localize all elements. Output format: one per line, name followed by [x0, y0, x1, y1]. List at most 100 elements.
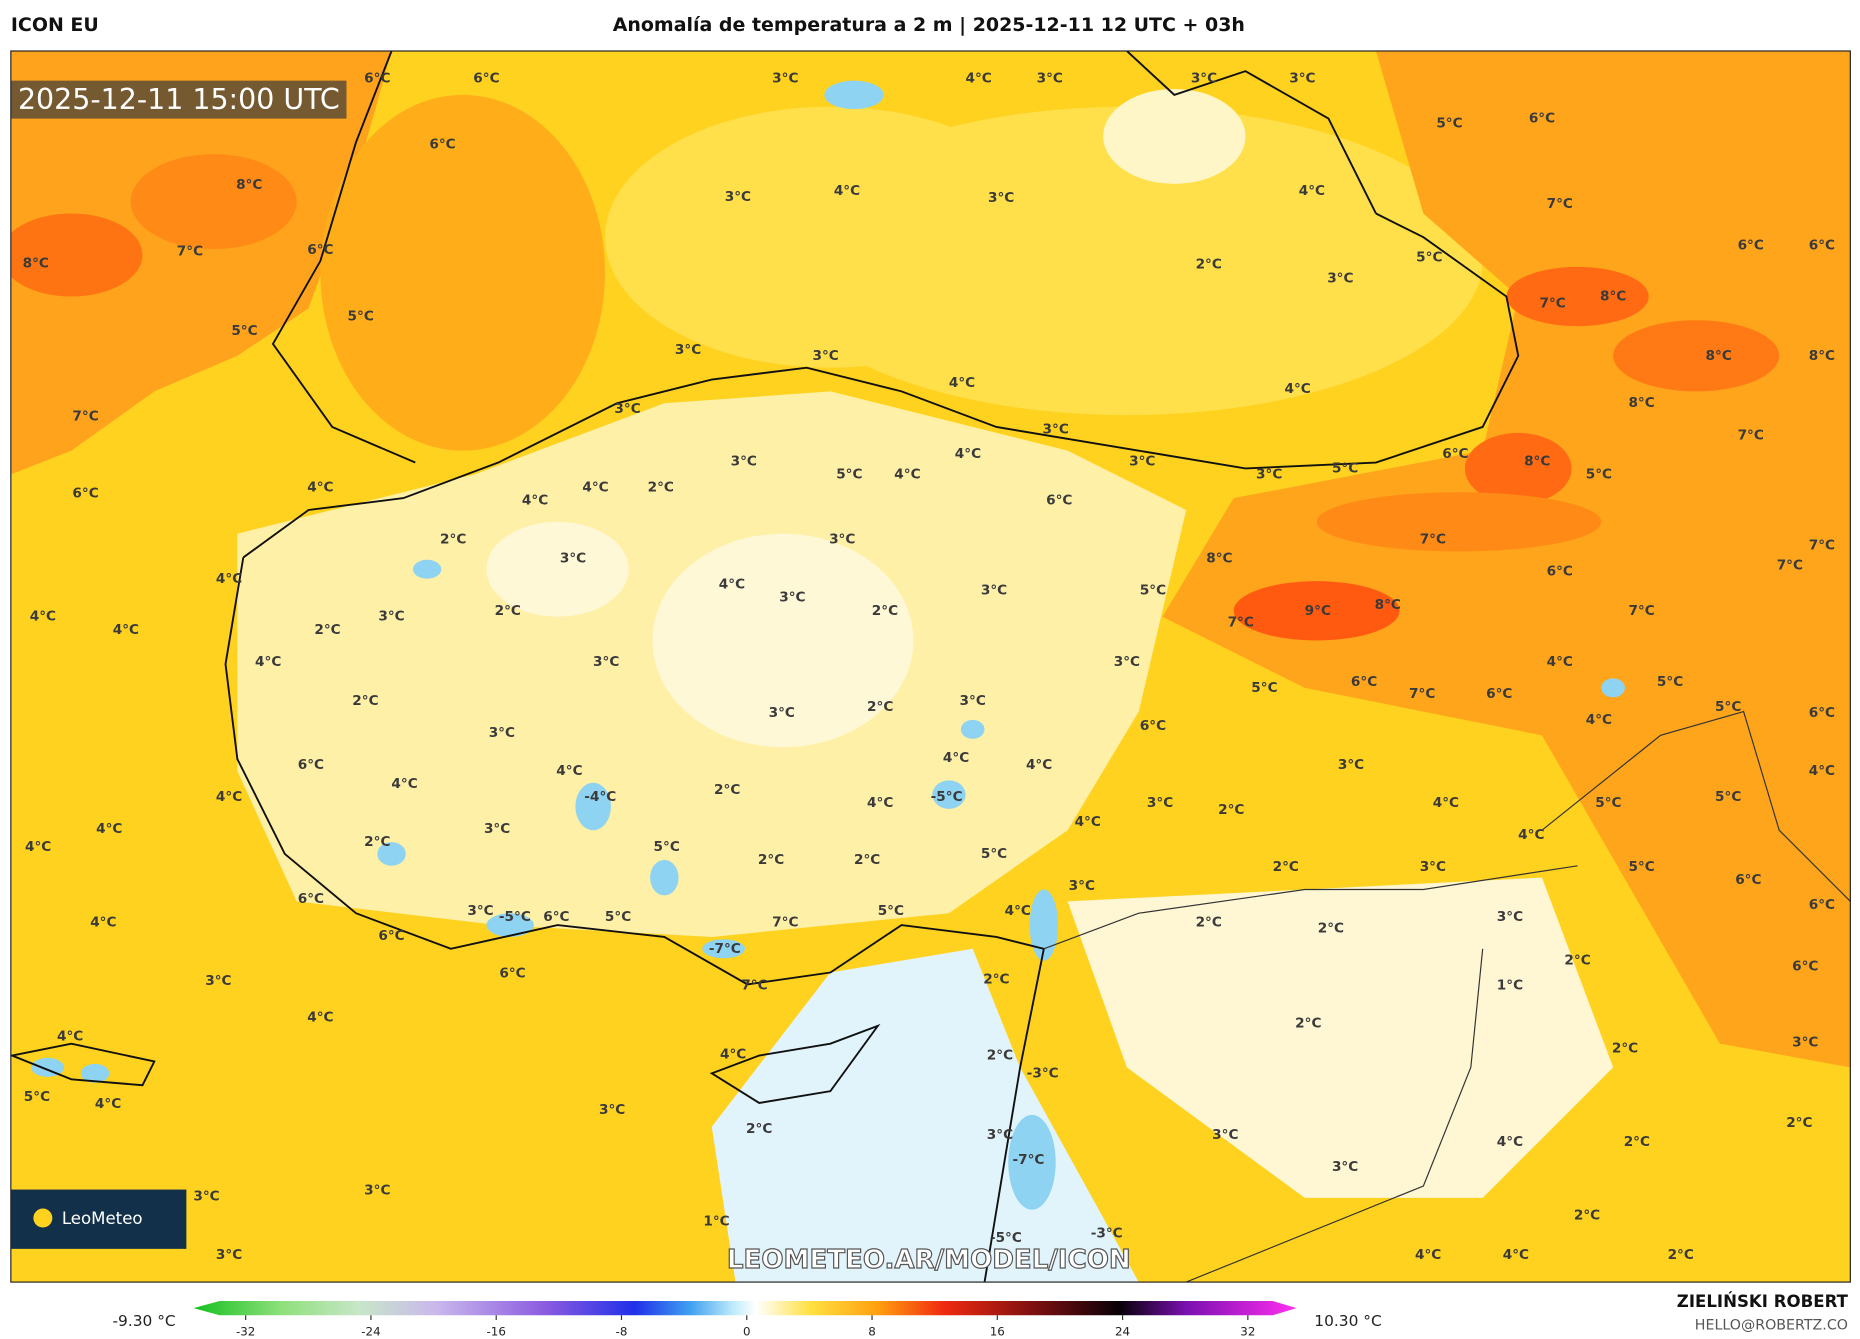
temperature-label: 2°C	[314, 622, 340, 638]
temperature-label: -5°C	[499, 909, 531, 925]
temperature-label: 2°C	[854, 852, 880, 868]
temperature-label: -3°C	[1027, 1065, 1059, 1081]
temperature-label: 7°C	[741, 978, 767, 994]
temperature-label: 3°C	[1147, 795, 1173, 811]
temperature-label: 8°C	[236, 177, 262, 193]
temperature-label: 6°C	[1046, 492, 1072, 508]
temperature-label: 2°C	[714, 782, 740, 798]
temperature-labels: 6°C 6°C 3°C 4°C 3°C 3°C 3°C 6°C 5°C 6°C 8°C 3°C 4°C 3…	[23, 70, 1835, 1263]
temperature-label: 3°C	[988, 190, 1014, 206]
temperature-label: 4°C	[719, 577, 745, 593]
temperature-label: 3°C	[593, 654, 619, 670]
temperature-label: 7°C	[1547, 196, 1573, 212]
temperature-label: 5°C	[878, 903, 904, 919]
temperature-label: 4°C	[216, 571, 242, 587]
temperature-label: 7°C	[772, 915, 798, 931]
temperature-label: 2°C	[495, 603, 521, 619]
temperature-label: 3°C	[1256, 466, 1282, 482]
warm-region	[1162, 50, 1851, 1068]
temperature-label: -4°C	[584, 789, 616, 805]
colorbar-tick-label: 24	[1115, 1324, 1130, 1338]
logo: LeoMeteo	[62, 1209, 143, 1228]
watermark: LEOMETEO.AR/MODEL/ICON	[727, 1245, 1131, 1275]
warm-core	[130, 154, 297, 250]
sea-anomaly	[605, 106, 1056, 368]
temperature-label: 4°C	[1285, 381, 1311, 397]
temperature-label: 3°C	[193, 1189, 219, 1205]
warm-core	[1316, 492, 1602, 552]
colorbar-tick-label: -16	[487, 1324, 506, 1338]
temperature-label: 3°C	[614, 401, 640, 417]
temperature-label: 6°C	[364, 70, 390, 86]
colorbar-tick-label: -24	[361, 1324, 380, 1338]
mild-region	[486, 521, 629, 617]
temperature-label: 3°C	[725, 189, 751, 205]
temperature-label: 3°C	[364, 1183, 390, 1199]
colorbar-tick-label: 8	[868, 1324, 876, 1338]
temperature-label: 4°C	[965, 70, 991, 86]
warm-core	[1613, 320, 1780, 392]
temperature-label: 3°C	[560, 551, 586, 567]
temperature-label: 6°C	[307, 242, 333, 258]
logo-sun	[33, 1208, 53, 1228]
temperature-label: 4°C	[1026, 757, 1052, 773]
temperature-label: 2°C	[1196, 915, 1222, 931]
temperature-label: 4°C	[255, 654, 281, 670]
temperature-label: 6°C	[1486, 686, 1512, 702]
temperature-label: 4°C	[1299, 183, 1325, 199]
temperature-label: -7°C	[1012, 1152, 1044, 1168]
colorbar-tick-label: 16	[990, 1324, 1005, 1338]
temperature-label: 5°C	[1586, 466, 1612, 482]
warm-region	[320, 94, 606, 451]
timestamp: 2025-12-11 15:00 UTC	[18, 83, 340, 116]
temperature-label: 3°C	[599, 1102, 625, 1118]
temperature-label: 7°C	[1777, 558, 1803, 574]
model-name: ICON EU	[11, 14, 99, 36]
temperature-label: 3°C	[1129, 453, 1155, 469]
temperature-label: 3°C	[1114, 654, 1140, 670]
temperature-label: 4°C	[943, 750, 969, 766]
temperature-label: 6°C	[1809, 238, 1835, 254]
temperature-label: 6°C	[1547, 564, 1573, 580]
colorbar-max: 10.30 °C	[1314, 1312, 1381, 1330]
temperature-label: 3°C	[1327, 271, 1353, 287]
temperature-label: 4°C	[113, 622, 139, 638]
temperature-label: 4°C	[1586, 712, 1612, 728]
temperature-label: 4°C	[1415, 1247, 1441, 1263]
warm-core	[10, 213, 143, 297]
temperature-label: 3°C	[772, 70, 798, 86]
email: HELLO@ROBERTZ.CO	[1695, 1318, 1848, 1334]
warm-core	[1506, 266, 1649, 327]
temperature-label: 5°C	[654, 839, 680, 855]
temperature-label: 7°C	[1420, 532, 1446, 548]
temperature-label: 1°C	[703, 1214, 729, 1230]
temperature-label: 2°C	[867, 699, 893, 715]
temperature-label: 7°C	[1628, 603, 1654, 619]
temperature-label: 8°C	[1809, 348, 1835, 364]
temperature-label: 8°C	[1628, 395, 1654, 411]
mild-region	[1067, 877, 1614, 1198]
temperature-label: 1°C	[1497, 978, 1523, 994]
temperature-label: 3°C	[812, 348, 838, 364]
temperature-label: 2°C	[352, 693, 378, 709]
temperature-label: 3°C	[205, 973, 231, 989]
temperature-label: 3°C	[1338, 757, 1364, 773]
temperature-label: 2°C	[1318, 921, 1344, 937]
temperature-label: 5°C	[231, 323, 257, 339]
warm-core	[1464, 432, 1572, 505]
coastlines	[10, 50, 1520, 1283]
temperature-label: 4°C	[25, 839, 51, 855]
temperature-label: 3°C	[981, 583, 1007, 599]
temperature-label: 3°C	[1037, 70, 1063, 86]
temperature-label: 2°C	[1564, 953, 1590, 969]
temperature-label: 4°C	[834, 183, 860, 199]
temperature-label: 6°C	[298, 757, 324, 773]
temperature-label: 3°C	[216, 1247, 242, 1263]
borders	[1043, 710, 1851, 1283]
temperature-label: -5°C	[931, 789, 963, 805]
temperature-label: 2°C	[987, 1048, 1013, 1064]
temperature-label: 4°C	[1075, 814, 1101, 830]
temperature-label: 3°C	[1420, 859, 1446, 875]
